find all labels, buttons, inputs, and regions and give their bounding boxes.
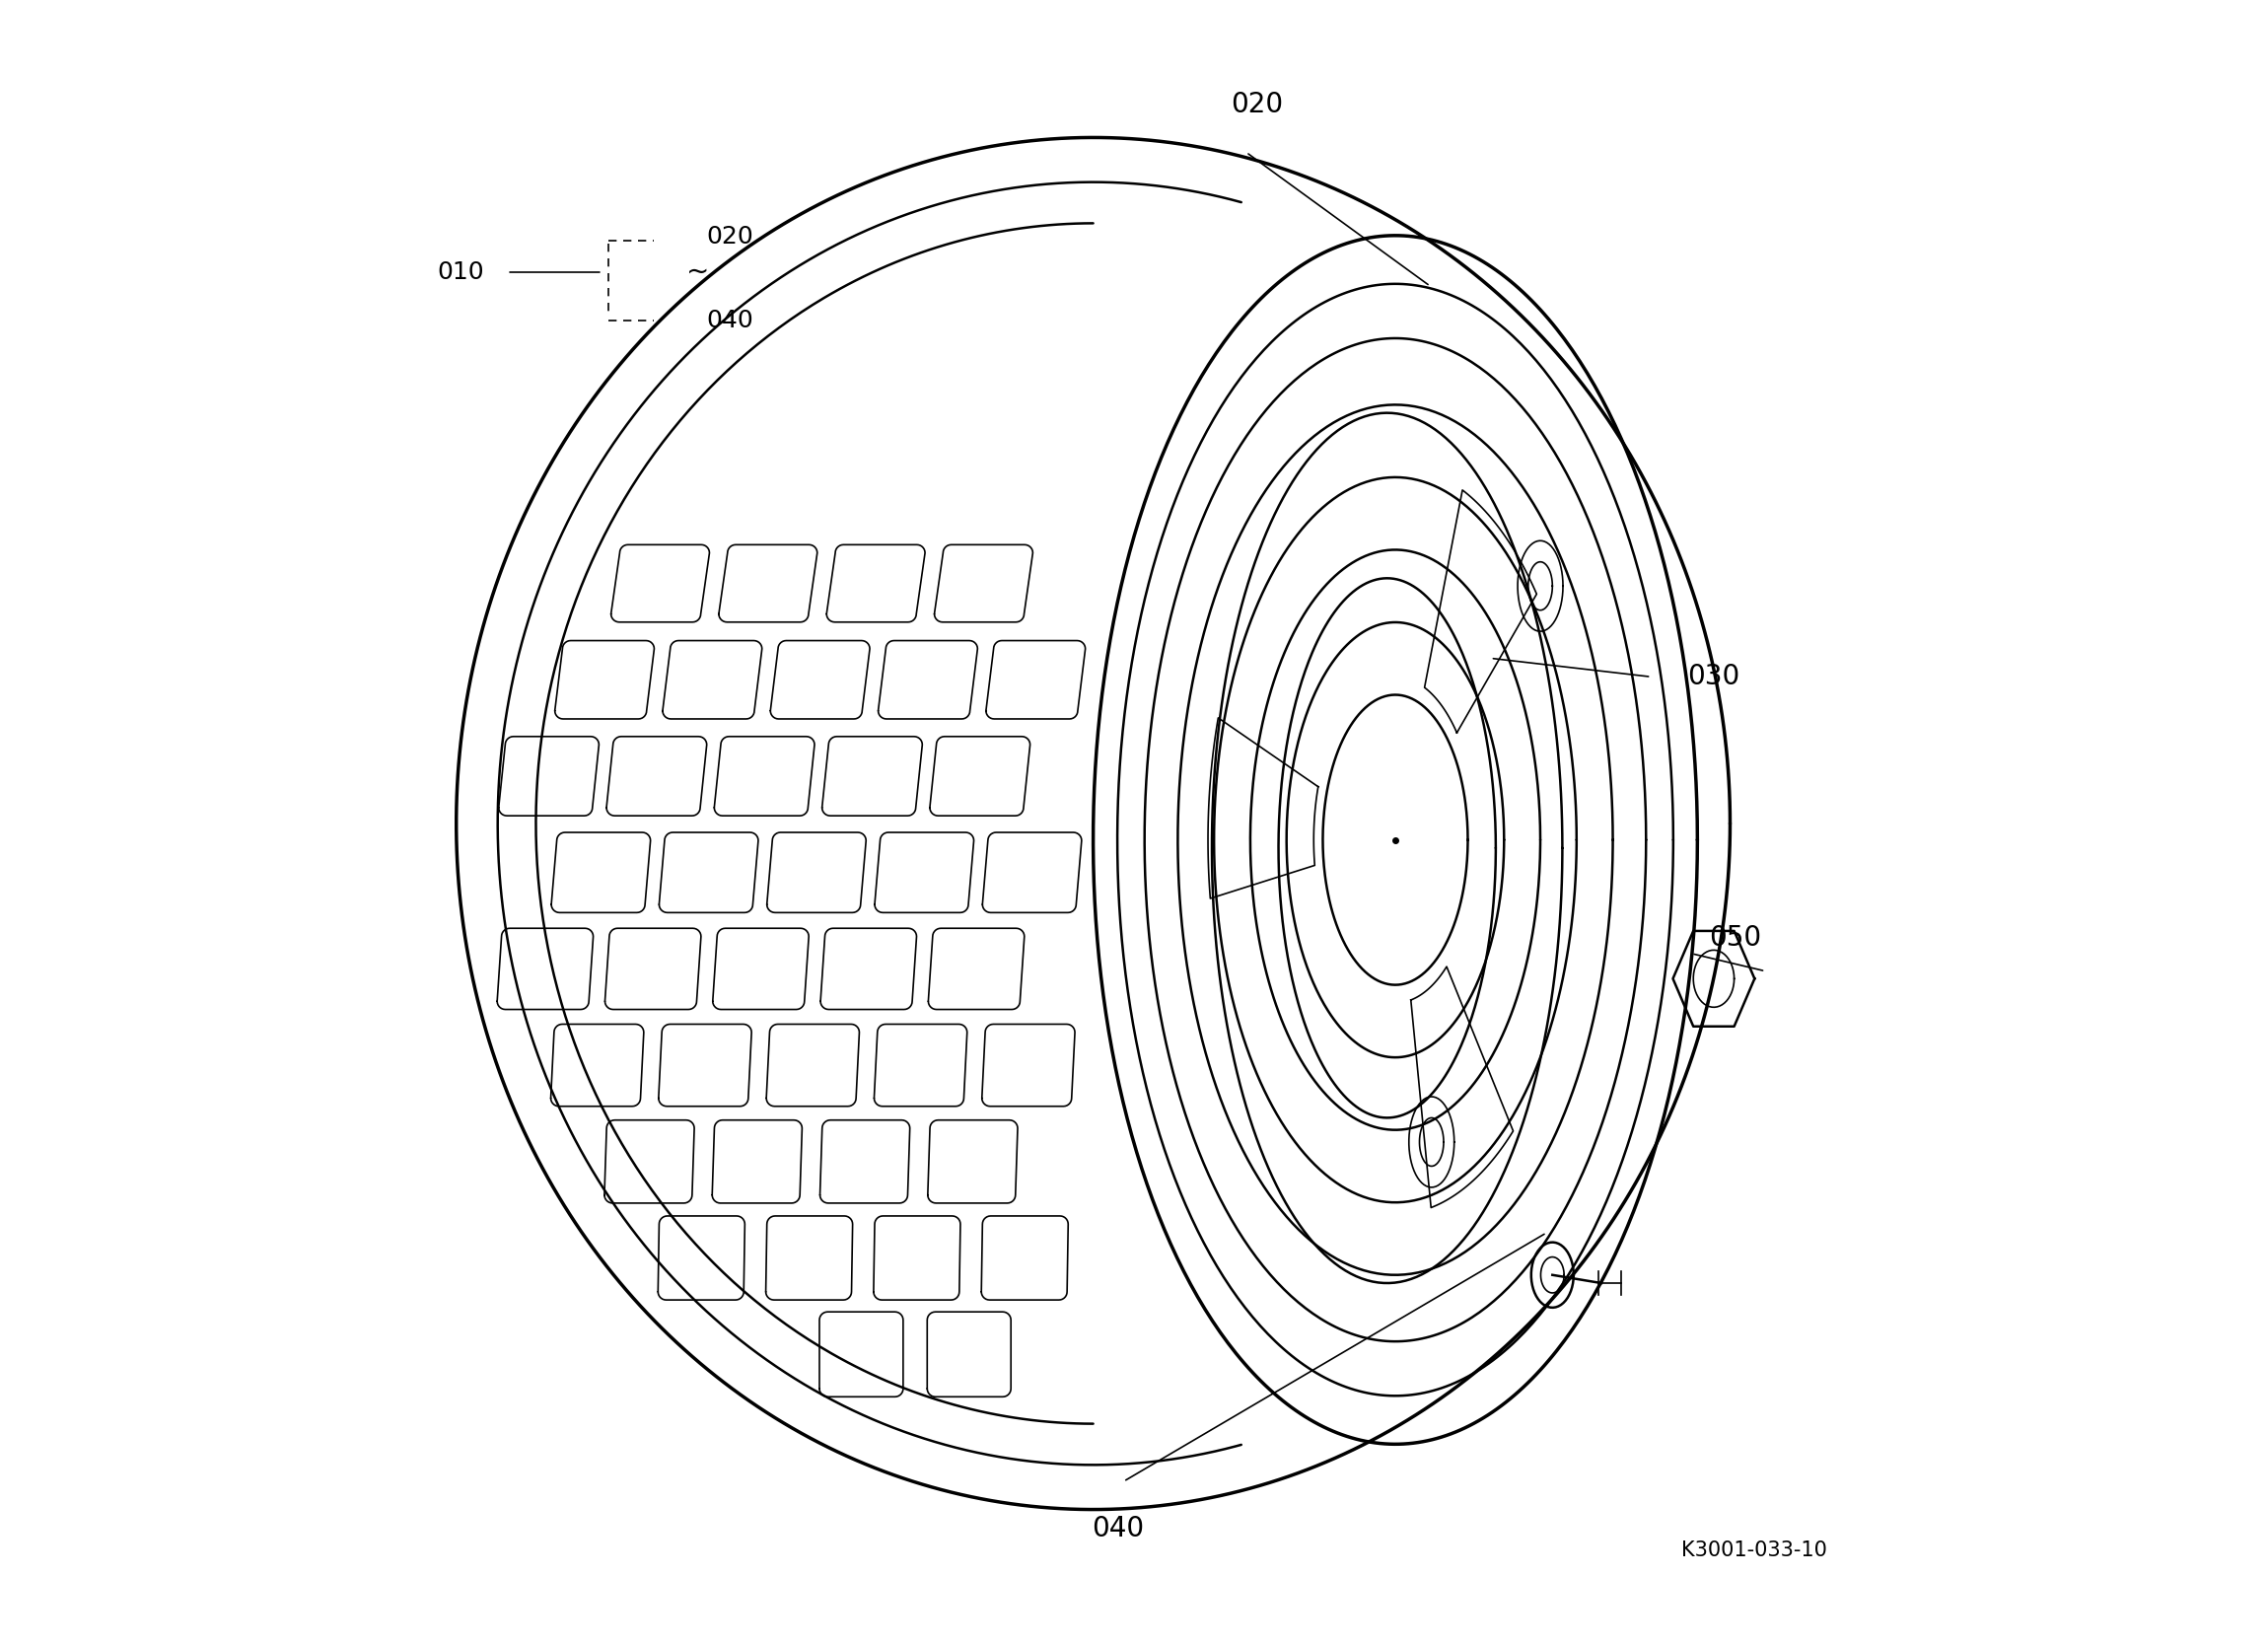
Text: 020: 020	[705, 226, 753, 249]
Text: 010: 010	[438, 260, 485, 283]
Text: 040: 040	[705, 308, 753, 333]
Text: ~: ~	[687, 259, 710, 287]
Text: 050: 050	[1708, 924, 1762, 952]
Text: 040: 040	[1091, 1515, 1143, 1543]
Text: 020: 020	[1229, 91, 1284, 119]
Text: 030: 030	[1687, 662, 1740, 690]
Text: K3001-033-10: K3001-033-10	[1681, 1540, 1828, 1560]
